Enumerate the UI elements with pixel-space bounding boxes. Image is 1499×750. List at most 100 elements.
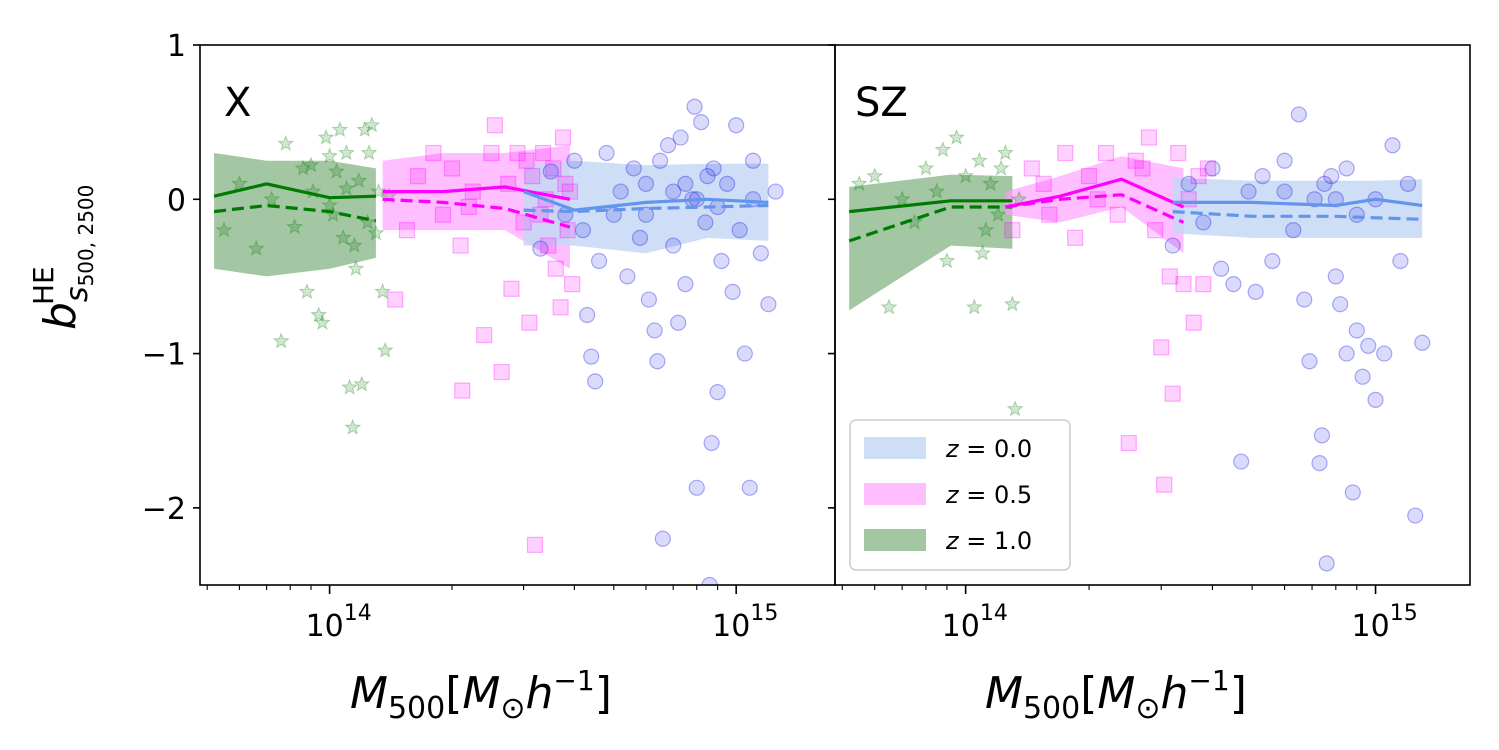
point-z1 [948,128,966,145]
point-z1 [353,375,371,392]
point-z1 [989,205,1007,222]
point-z0 [1313,427,1331,444]
median-line-z1 [849,199,1013,214]
band-z0 [1172,177,1423,238]
point-z0 [1327,268,1344,285]
point-z0 [1311,455,1328,472]
mean-line-z1 [848,205,1013,243]
point-z0 [587,373,604,390]
y-tick-label: −1 [142,338,186,373]
point-z05 [552,299,569,316]
median-line-z05 [382,185,571,201]
point-z1 [277,134,295,151]
point-z1 [286,218,304,235]
point-z05 [398,222,416,239]
point-z0 [652,152,669,169]
y-tick-label: −2 [142,492,186,527]
mean-line-z0 [523,203,769,214]
point-z1 [934,141,952,158]
point-z05 [1004,222,1021,239]
point-z0 [752,245,769,262]
point-z05 [564,276,581,293]
point-z0 [1360,337,1377,354]
point-z1 [263,190,281,207]
point-z1 [974,244,992,261]
point-z0 [731,222,748,239]
point-z0 [1195,214,1212,231]
point-z05 [452,237,469,254]
y-tick-label: 1 [167,29,186,64]
mean-line-z1 [213,203,377,223]
x-axis-title-right: M500[M⊙h−1] [985,664,1247,726]
point-z1 [363,116,381,133]
point-z0 [1264,252,1281,270]
x-tick-label: 1015 [712,601,778,644]
point-z1 [341,378,359,395]
point-z05 [1120,434,1137,452]
point-z0 [693,114,710,131]
point-z1 [331,121,349,138]
y-axis-title-subsub: 500, 2500 [74,185,98,287]
point-z1 [977,221,995,238]
point-z05 [509,144,526,162]
point-z0 [665,183,682,200]
legend-label-z0: z = 0.0 [945,435,1032,463]
point-z05 [454,382,471,399]
point-z1 [345,236,363,253]
point-z05 [524,168,541,185]
point-z05 [1175,276,1192,293]
point-z0 [579,306,596,324]
point-z1 [1003,295,1021,312]
point-z05 [1156,476,1173,493]
mean-line-z05 [1005,193,1185,224]
point-z05 [1089,191,1106,208]
point-z1 [996,144,1014,161]
point-z1 [917,159,935,176]
point-z05 [409,168,427,185]
point-z0 [1348,322,1365,339]
point-z05 [557,175,574,192]
point-z1 [992,159,1010,176]
point-z05 [540,237,557,254]
band-z05 [1005,156,1184,254]
band-z0 [523,160,769,254]
point-z05 [1180,191,1197,208]
point-z1 [321,196,339,213]
svg-text:bs500, 2500: bs500, 2500 [35,185,98,330]
point-z0 [672,129,689,146]
point-z0 [1225,276,1242,293]
point-z0 [598,144,615,162]
point-z05 [526,536,544,553]
point-z1 [347,259,365,276]
point-z0 [665,237,682,254]
point-z0 [1276,183,1293,200]
point-z05 [1195,276,1212,293]
point-z05 [1134,160,1151,177]
point-z0 [713,252,730,270]
x-axis-title-left: M500[M⊙h−1] [350,664,612,726]
point-z0 [719,175,736,192]
point-z0 [703,434,720,452]
point-z1 [376,341,394,358]
point-z0 [1318,555,1335,572]
point-z0 [686,98,703,115]
point-z0 [637,206,655,223]
point-z05 [486,117,503,134]
point-z1 [230,175,248,192]
point-z05 [1023,160,1040,177]
point-z05 [464,183,481,200]
point-z0 [677,175,694,192]
point-z1 [850,174,868,192]
point-z1 [938,252,956,269]
point-z0 [736,345,753,362]
point-z0 [649,353,666,370]
legend: z = 0.0 z = 0.5 z = 1.0 [849,419,1071,571]
point-z05 [483,144,500,162]
point-z0 [654,530,671,547]
band-z1 [214,153,376,277]
point-z0 [741,479,758,496]
x-tick-label: 1014 [942,601,1008,644]
point-z0 [670,314,687,331]
point-z0 [699,168,716,185]
